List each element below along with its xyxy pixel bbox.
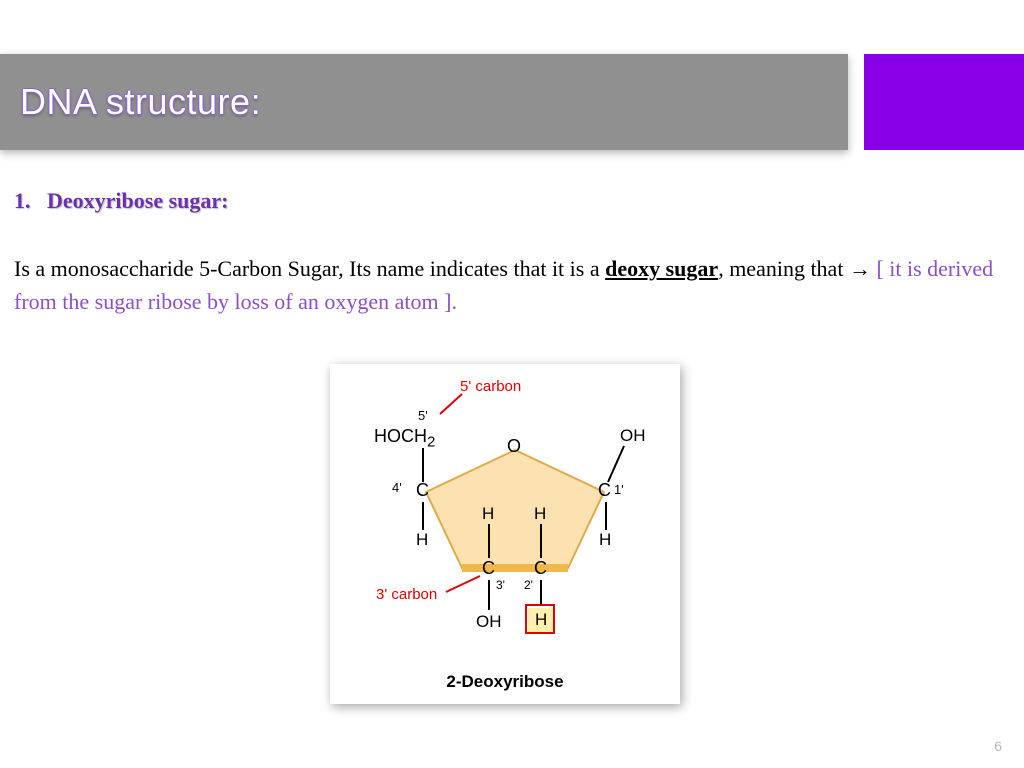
arrow-icon: → xyxy=(849,256,871,281)
callout-line-3 xyxy=(444,574,482,594)
atom-hoch2: HOCH2 xyxy=(374,426,435,451)
atom-o: O xyxy=(507,436,521,457)
atom-c3: C xyxy=(482,558,495,579)
bond-1-oh xyxy=(606,444,630,484)
atom-oh-1: OH xyxy=(620,426,646,446)
atom-h3a: H xyxy=(482,504,494,524)
header-bar: DNA structure: xyxy=(0,54,848,150)
page-title: DNA structure: xyxy=(20,81,261,123)
pos-2: 2' xyxy=(524,578,533,592)
atom-h2b: H xyxy=(535,610,547,630)
bond-3-up xyxy=(488,524,490,558)
section-title: Deoxyribose sugar: xyxy=(47,188,228,213)
molecule-title: 2-Deoxyribose xyxy=(330,672,680,692)
bond-2-down xyxy=(540,580,542,604)
bond-1-h xyxy=(605,502,607,530)
page-number: 6 xyxy=(994,738,1002,754)
callout-3-carbon: 3' carbon xyxy=(376,586,437,603)
atom-oh3: OH xyxy=(476,612,502,632)
callout-5-carbon: 5' carbon xyxy=(460,378,521,395)
bond-2-up xyxy=(540,524,542,558)
pos-4: 4' xyxy=(392,480,402,495)
bond-4-h xyxy=(422,502,424,530)
section-number: 1. xyxy=(14,188,31,213)
atom-c1: C xyxy=(598,480,611,501)
pos-3: 3' xyxy=(496,578,505,592)
atom-h4: H xyxy=(416,530,428,550)
pos-1: 1' xyxy=(614,482,624,497)
pos-5: 5' xyxy=(418,408,428,423)
atom-c2: C xyxy=(534,558,547,579)
atom-c4: C xyxy=(416,480,429,501)
atom-h1: H xyxy=(599,530,611,550)
atom-h2a: H xyxy=(534,504,546,524)
body-bold-term: deoxy sugar xyxy=(605,256,718,281)
ring-pentagon xyxy=(420,444,610,574)
bond-5-4 xyxy=(422,448,424,482)
molecule-diagram: O 5' carbon 5' HOCH2 OH 4' C H C 1' H H … xyxy=(330,364,680,704)
bond-3-down xyxy=(488,580,490,610)
body-after-bold: , meaning that xyxy=(718,256,849,281)
body-paragraph: Is a monosaccharide 5-Carbon Sugar, Its … xyxy=(14,252,1004,318)
callout-line-5 xyxy=(436,390,466,418)
section-heading: 1. Deoxyribose sugar: xyxy=(14,188,228,214)
accent-block xyxy=(864,54,1024,150)
body-lead: Is a monosaccharide 5-Carbon Sugar, Its … xyxy=(14,256,605,281)
